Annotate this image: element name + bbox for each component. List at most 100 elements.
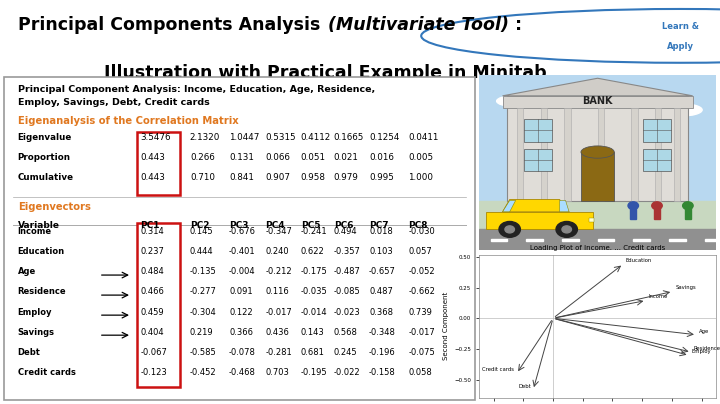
Bar — [669, 239, 685, 241]
Text: Employ: Employ — [18, 307, 53, 316]
Text: 1.0447: 1.0447 — [229, 133, 259, 142]
Text: -0.196: -0.196 — [369, 347, 396, 357]
Text: 0.066: 0.066 — [266, 154, 290, 162]
Bar — [674, 108, 680, 201]
Text: 2.1320: 2.1320 — [190, 133, 220, 142]
Text: -0.023: -0.023 — [334, 307, 361, 316]
Text: -0.195: -0.195 — [301, 368, 328, 377]
Text: 0.091: 0.091 — [229, 288, 253, 297]
Text: 0.681: 0.681 — [301, 347, 325, 357]
Text: Education: Education — [18, 247, 65, 257]
Text: 0.1665: 0.1665 — [334, 133, 364, 142]
Title: Loading Plot of Income. ... Credit cards: Loading Plot of Income. ... Credit cards — [530, 245, 665, 251]
Text: 0.5315: 0.5315 — [266, 133, 296, 142]
Text: PC2: PC2 — [190, 221, 210, 230]
Bar — [479, 201, 716, 250]
Text: -0.075: -0.075 — [408, 347, 435, 357]
Text: -0.052: -0.052 — [408, 267, 435, 276]
Text: -0.304: -0.304 — [190, 307, 217, 316]
Text: -0.067: -0.067 — [140, 347, 167, 357]
Text: 0.739: 0.739 — [408, 307, 432, 316]
Text: 1.000: 1.000 — [408, 173, 433, 182]
Text: Debt: Debt — [18, 347, 40, 357]
Text: -0.281: -0.281 — [266, 347, 292, 357]
Text: 0.018: 0.018 — [369, 227, 393, 236]
Text: 0.568: 0.568 — [334, 328, 358, 337]
Text: Eigenvectors: Eigenvectors — [18, 202, 91, 212]
Bar — [685, 206, 690, 219]
Text: 0.122: 0.122 — [229, 307, 253, 316]
Text: 0.995: 0.995 — [369, 173, 394, 182]
Circle shape — [562, 226, 572, 233]
Text: -0.212: -0.212 — [266, 267, 292, 276]
Text: -0.662: -0.662 — [408, 288, 435, 297]
Bar — [564, 108, 571, 201]
Text: :: : — [515, 17, 522, 34]
Text: 0.979: 0.979 — [334, 173, 359, 182]
Bar — [526, 239, 543, 241]
Text: Illustration with Practical Example in Minitab: Illustration with Practical Example in M… — [104, 63, 547, 82]
Text: 0.057: 0.057 — [408, 247, 432, 257]
Circle shape — [683, 202, 693, 210]
Bar — [654, 108, 661, 201]
Text: -0.348: -0.348 — [369, 328, 396, 337]
Text: Apply: Apply — [667, 42, 694, 51]
Text: -0.158: -0.158 — [369, 368, 396, 377]
Circle shape — [499, 221, 521, 237]
Text: 0.021: 0.021 — [334, 154, 359, 162]
Text: 0.958: 0.958 — [301, 173, 325, 182]
Text: 3.5476: 3.5476 — [140, 133, 171, 142]
Polygon shape — [559, 200, 569, 212]
Text: -0.175: -0.175 — [301, 267, 328, 276]
Polygon shape — [486, 212, 593, 229]
Text: Income: Income — [649, 294, 668, 299]
Text: BANK: BANK — [582, 96, 613, 106]
Text: PC4: PC4 — [266, 221, 285, 230]
FancyBboxPatch shape — [137, 132, 180, 195]
Text: PC1: PC1 — [140, 221, 160, 230]
Bar — [541, 108, 547, 201]
Y-axis label: Second Component: Second Component — [443, 292, 449, 360]
Text: -0.452: -0.452 — [190, 368, 217, 377]
Text: -0.014: -0.014 — [301, 307, 328, 316]
Circle shape — [556, 221, 577, 237]
Text: Age: Age — [18, 267, 36, 276]
Text: 0.058: 0.058 — [408, 368, 432, 377]
Text: 0.443: 0.443 — [140, 173, 165, 182]
Text: 0.710: 0.710 — [190, 173, 215, 182]
Text: -0.277: -0.277 — [190, 288, 217, 297]
Text: 0.368: 0.368 — [369, 307, 393, 316]
Text: 0.622: 0.622 — [301, 247, 325, 257]
Text: 0.466: 0.466 — [140, 288, 164, 297]
Text: Principal Components Analysis: Principal Components Analysis — [18, 17, 326, 34]
Text: 0.143: 0.143 — [301, 328, 325, 337]
Text: 0.116: 0.116 — [266, 288, 289, 297]
Text: PC6: PC6 — [334, 221, 354, 230]
Text: 0.145: 0.145 — [190, 227, 214, 236]
Polygon shape — [503, 78, 693, 96]
Bar — [598, 239, 614, 241]
Circle shape — [652, 202, 662, 210]
Ellipse shape — [581, 146, 614, 158]
Text: Income: Income — [18, 227, 52, 236]
Bar — [581, 152, 614, 201]
Text: 0.703: 0.703 — [266, 368, 289, 377]
FancyBboxPatch shape — [4, 77, 475, 400]
Text: 0.443: 0.443 — [140, 154, 165, 162]
Text: PC8: PC8 — [408, 221, 428, 230]
Text: Residence: Residence — [694, 346, 720, 351]
Text: 0.103: 0.103 — [369, 247, 393, 257]
Text: PC3: PC3 — [229, 221, 248, 230]
Bar — [643, 119, 671, 141]
Polygon shape — [503, 200, 516, 212]
Text: 0.131: 0.131 — [229, 154, 254, 162]
Text: Education: Education — [626, 258, 652, 263]
Text: -0.357: -0.357 — [334, 247, 361, 257]
Text: Savings: Savings — [675, 285, 696, 290]
Text: Age: Age — [699, 328, 709, 334]
Bar — [705, 239, 720, 241]
Bar — [654, 206, 660, 219]
Text: -0.585: -0.585 — [190, 347, 217, 357]
Bar — [491, 239, 508, 241]
Text: Cumulative: Cumulative — [18, 173, 73, 182]
